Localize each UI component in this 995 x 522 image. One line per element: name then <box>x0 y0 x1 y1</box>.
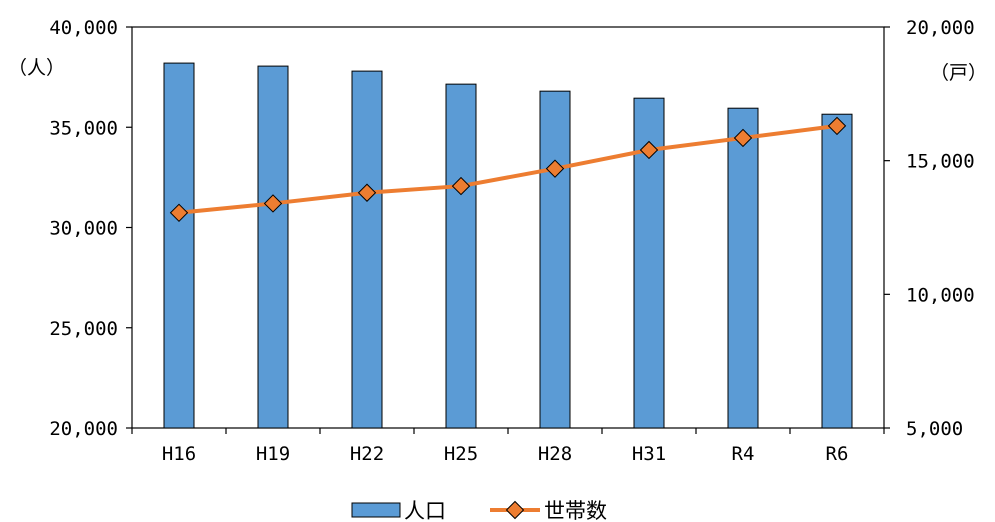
legend: 人口 世帯数 <box>351 499 607 522</box>
household-point <box>263 194 283 213</box>
x-axis-tick-label: H22 <box>350 443 384 465</box>
legend-marker-swatch <box>505 500 525 520</box>
household-point <box>169 203 189 222</box>
household-line <box>169 116 847 222</box>
x-axis-tick-label: H16 <box>162 443 196 465</box>
x-axis-tick-label: H25 <box>444 443 478 465</box>
population-bar <box>727 107 759 429</box>
household-point <box>639 140 659 160</box>
population-bar <box>445 83 477 429</box>
plot-border <box>131 26 885 429</box>
left-axis-tick-label: 40,000 <box>49 17 118 39</box>
x-axis-tick-label: H19 <box>256 443 290 465</box>
legend-label-households: 世帯数 <box>544 499 607 522</box>
left-axis-tick-label: 35,000 <box>49 117 118 139</box>
household-point <box>827 116 847 136</box>
right-axis-unit-label: （戸） <box>930 62 987 84</box>
left-axis-tick-label: 25,000 <box>49 318 118 340</box>
household-point <box>357 183 377 202</box>
household-series-line <box>178 123 838 215</box>
left-axis-unit-label: （人） <box>8 57 65 79</box>
right-axis-tick-label: 20,000 <box>906 17 975 39</box>
x-axis-tick-label: R4 <box>732 443 755 465</box>
left-axis-tick-label: 30,000 <box>49 218 118 240</box>
left-axis-tick-label: 20,000 <box>49 418 118 440</box>
household-point <box>733 128 753 148</box>
x-axis-tick-label: R6 <box>826 443 849 465</box>
x-axis-tick-label: H31 <box>632 443 666 465</box>
plot-frame <box>131 26 885 429</box>
population-bar <box>821 113 853 429</box>
legend-label-population: 人口 <box>404 499 446 522</box>
right-axis-tick-label: 10,000 <box>906 284 975 306</box>
x-axis-tick-label: H28 <box>538 443 572 465</box>
population-bar <box>539 90 571 429</box>
right-axis-tick-label: 15,000 <box>906 151 975 173</box>
population-bar <box>163 62 195 429</box>
population-bar <box>257 65 289 429</box>
household-point <box>545 159 565 178</box>
right-axis-tick-label: 5,000 <box>906 418 963 440</box>
legend-bar-swatch <box>351 502 401 518</box>
axes: 20,000 25,000 30,000 35,000 40,000 5,000 10,00… <box>49 17 974 465</box>
population-bar <box>351 70 383 429</box>
population-bars <box>163 62 853 429</box>
household-point <box>451 176 471 196</box>
